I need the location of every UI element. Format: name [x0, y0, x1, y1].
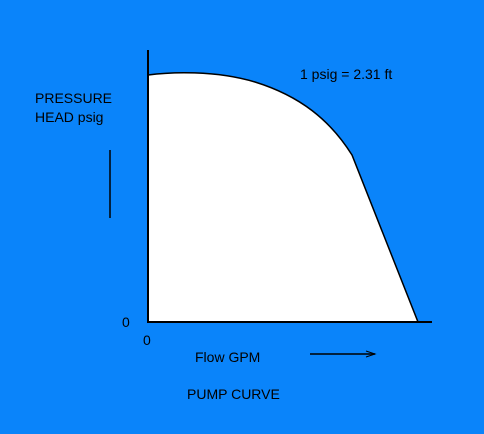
- x-origin-label: 0: [143, 332, 151, 348]
- note: 1 psig = 2.31 ft: [300, 66, 392, 82]
- y-axis-label: HEAD psig: [35, 109, 103, 125]
- title: PUMP CURVE: [187, 386, 280, 402]
- y-origin-label: 0: [122, 314, 130, 330]
- x-arrow-head: [365, 350, 377, 358]
- pump-curve: [147, 71, 420, 323]
- y-axis-label: PRESSURE: [35, 90, 112, 106]
- x-axis-label: Flow GPM: [195, 349, 260, 365]
